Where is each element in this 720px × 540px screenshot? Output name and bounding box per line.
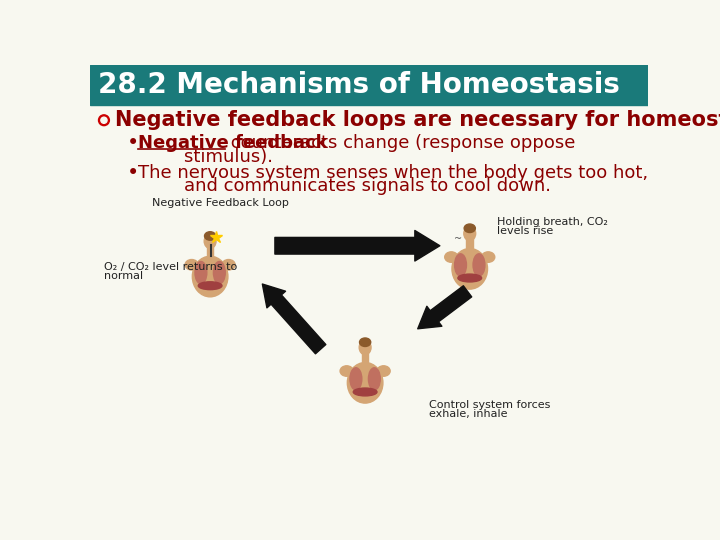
Ellipse shape [198, 282, 222, 289]
Circle shape [99, 115, 109, 126]
Text: ~: ~ [454, 234, 462, 244]
Ellipse shape [377, 366, 390, 376]
Text: •: • [127, 133, 140, 153]
Ellipse shape [213, 261, 225, 284]
Ellipse shape [452, 248, 487, 289]
Ellipse shape [359, 340, 371, 355]
Text: Negative feedback: Negative feedback [138, 134, 328, 152]
Text: and communicates signals to cool down.: and communicates signals to cool down. [138, 178, 551, 195]
Ellipse shape [350, 368, 362, 390]
Ellipse shape [369, 368, 380, 390]
Text: Holding breath, CO₂: Holding breath, CO₂ [497, 217, 608, 227]
Text: Control system forces: Control system forces [429, 400, 551, 410]
Ellipse shape [340, 366, 354, 376]
Ellipse shape [482, 252, 495, 262]
Text: •: • [127, 163, 140, 183]
Ellipse shape [454, 254, 467, 276]
Text: O₂ / CO₂ level returns to: O₂ / CO₂ level returns to [104, 261, 237, 272]
FancyArrowPatch shape [418, 286, 472, 329]
Ellipse shape [464, 226, 476, 241]
Bar [90, 65, 648, 105]
Ellipse shape [185, 260, 198, 270]
Ellipse shape [195, 261, 207, 284]
Text: 28.2 Mechanisms of Homeostasis: 28.2 Mechanisms of Homeostasis [98, 71, 620, 99]
Text: counteracts change (response oppose: counteracts change (response oppose [225, 134, 575, 152]
Bar [467, 238, 473, 249]
FancyArrowPatch shape [262, 284, 326, 354]
Ellipse shape [445, 252, 458, 262]
Text: Negative Feedback Loop: Negative Feedback Loop [152, 198, 289, 208]
Ellipse shape [354, 388, 377, 396]
Text: Negative feedback loops are necessary for homeostasis.: Negative feedback loops are necessary fo… [114, 110, 720, 130]
Text: normal: normal [104, 271, 143, 281]
Ellipse shape [473, 254, 485, 276]
Text: stimulus).: stimulus). [138, 148, 273, 166]
Bar [362, 352, 369, 363]
Text: exhale, inhale: exhale, inhale [429, 409, 508, 419]
Ellipse shape [464, 224, 475, 233]
Ellipse shape [347, 362, 383, 403]
Ellipse shape [458, 274, 482, 282]
Bar [207, 245, 213, 257]
Text: The nervous system senses when the body gets too hot,: The nervous system senses when the body … [138, 164, 648, 181]
Ellipse shape [204, 234, 216, 248]
Ellipse shape [192, 256, 228, 297]
Ellipse shape [204, 232, 216, 240]
Ellipse shape [359, 338, 371, 347]
Text: levels rise: levels rise [497, 226, 553, 237]
FancyArrowPatch shape [275, 231, 440, 261]
Ellipse shape [222, 260, 235, 270]
Circle shape [101, 117, 107, 123]
